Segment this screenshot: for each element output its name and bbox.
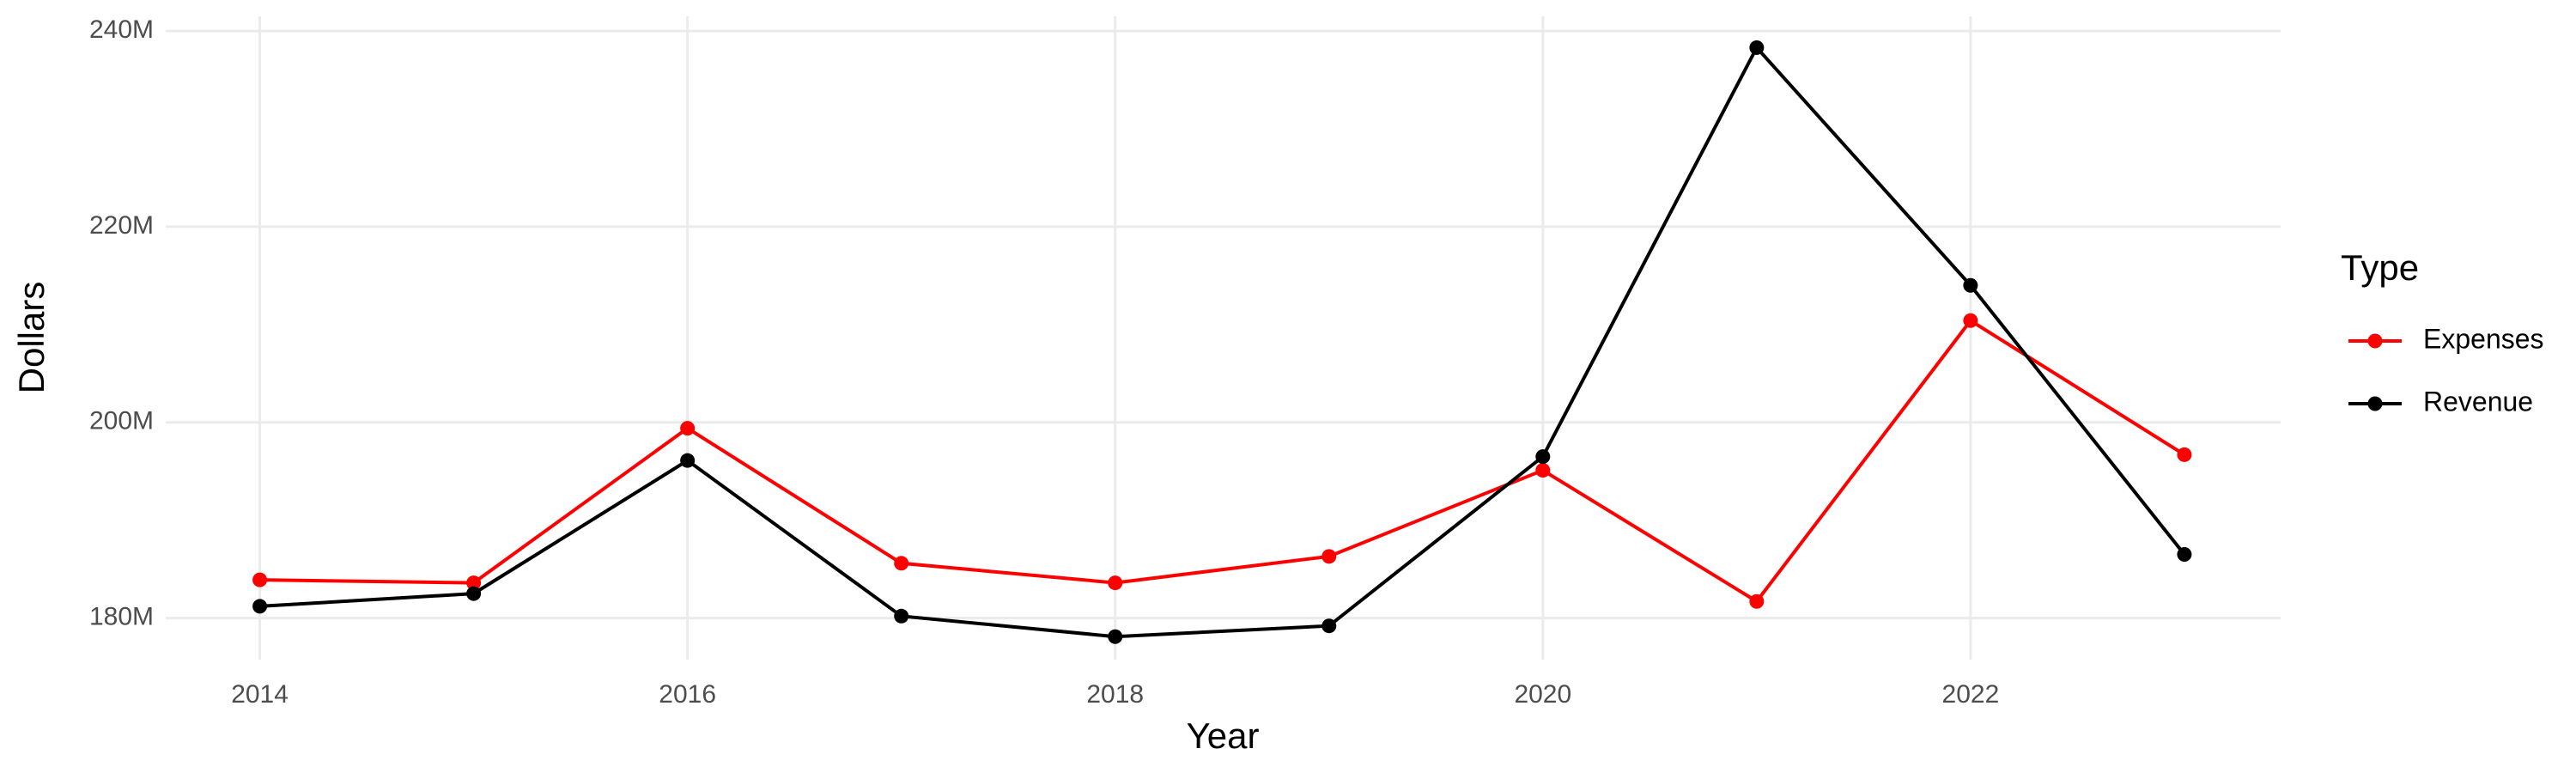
grid bbox=[166, 16, 2281, 660]
data-point bbox=[1535, 463, 1551, 478]
y-tick-label: 220M bbox=[89, 211, 154, 240]
data-point bbox=[680, 453, 696, 468]
data-point bbox=[1321, 618, 1337, 634]
x-tick-label: 2018 bbox=[1086, 680, 1144, 709]
data-point bbox=[1108, 629, 1123, 644]
series-line bbox=[259, 44, 2186, 639]
data-point bbox=[1108, 575, 1123, 591]
y-tick-label: 180M bbox=[89, 603, 154, 631]
data-point bbox=[680, 421, 696, 436]
legend-swatch-point bbox=[2367, 396, 2383, 411]
data-point bbox=[466, 575, 482, 591]
x-tick-label: 2016 bbox=[659, 680, 716, 709]
y-tick-label: 240M bbox=[89, 15, 154, 44]
data-point bbox=[894, 608, 909, 624]
legend-label: Expenses bbox=[2423, 323, 2544, 354]
data-point bbox=[1535, 449, 1551, 465]
legend-title: Type bbox=[2341, 247, 2419, 288]
data-point bbox=[894, 556, 909, 571]
x-tick-label: 2020 bbox=[1514, 680, 1571, 709]
data-point bbox=[1963, 313, 1978, 328]
data-point bbox=[1963, 277, 1978, 293]
x-tick-label: 2014 bbox=[231, 680, 289, 709]
data-point bbox=[252, 599, 268, 614]
legend-swatch-point bbox=[2367, 333, 2383, 349]
x-axis-title: Year bbox=[1187, 715, 1260, 756]
x-tick-label: 2022 bbox=[1942, 680, 2000, 709]
data-point bbox=[2177, 547, 2192, 563]
legend-label: Revenue bbox=[2423, 386, 2533, 417]
data-point bbox=[1749, 40, 1765, 55]
data-point bbox=[2177, 447, 2192, 462]
data-point bbox=[252, 572, 268, 587]
data-point bbox=[1321, 549, 1337, 564]
series-line bbox=[259, 318, 2185, 604]
data-point bbox=[466, 586, 482, 601]
data-point bbox=[1749, 593, 1765, 609]
y-tick-label: 200M bbox=[89, 407, 154, 435]
y-axis-title: Dollars bbox=[11, 282, 52, 394]
